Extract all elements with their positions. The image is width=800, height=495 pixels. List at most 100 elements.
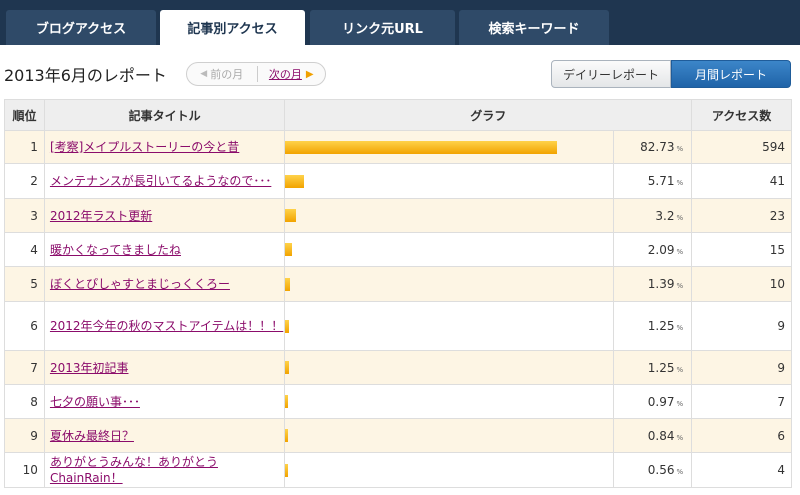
- percent-cell: 1.25%: [613, 301, 693, 351]
- bar-cell: [284, 266, 615, 302]
- tab-referrer-url[interactable]: リンク元URL: [310, 10, 455, 45]
- header-title: 記事タイトル: [43, 99, 286, 131]
- access-bar: [285, 174, 305, 188]
- percent-value: 5.71: [647, 174, 675, 188]
- bar-cell: [284, 232, 615, 267]
- page-title: 2013年6月のレポート: [4, 66, 167, 85]
- header-access: アクセス数: [691, 99, 792, 131]
- article-link[interactable]: 2012年ラスト更新: [49, 208, 153, 223]
- bar-cell: [284, 350, 615, 385]
- table-header-row: 順位 記事タイトル グラフ アクセス数: [4, 99, 792, 131]
- access-bar: [285, 277, 291, 291]
- prev-month-button: ◀ 前の月: [187, 66, 257, 82]
- percent-unit: %: [676, 179, 684, 187]
- article-link[interactable]: ありがとうみんな！ありがとうChainRain！: [49, 455, 218, 485]
- access-count-cell: 10: [691, 266, 792, 302]
- article-link[interactable]: 七夕の願い事･･･: [49, 394, 140, 409]
- percent-value: 1.25: [647, 360, 675, 375]
- access-bar: [285, 140, 558, 154]
- percent-cell: 5.71%: [613, 163, 693, 199]
- month-navigator: ◀ 前の月 次の月 ▶: [186, 62, 326, 86]
- percent-cell: 2.09%: [613, 232, 693, 267]
- access-count-cell: 15: [691, 232, 792, 267]
- percent-unit: %: [676, 433, 684, 442]
- rank-cell: 6: [4, 301, 45, 351]
- article-link[interactable]: ぼくとぴしゃすとまじっくくろー: [49, 277, 230, 291]
- title-cell: 夏休み最終日？: [43, 418, 286, 453]
- percent-value: 2.09: [647, 242, 675, 257]
- access-bar: [285, 361, 290, 374]
- percent-cell: 1.39%: [613, 266, 693, 302]
- table-row: 4 暖かくなってきましたね 2.09% 15: [4, 232, 792, 267]
- percent-unit: %: [676, 247, 684, 256]
- rank-cell: 9: [4, 418, 45, 453]
- table-row: 7 2013年初記事 1.25% 9: [4, 350, 792, 385]
- daily-report-button[interactable]: デイリーレポート: [551, 60, 671, 88]
- access-count-cell: 9: [691, 350, 792, 385]
- monthly-report-button[interactable]: 月間レポート: [671, 60, 791, 88]
- tab-article-access[interactable]: 記事別アクセス: [160, 10, 305, 45]
- article-link[interactable]: 暖かくなってきましたね: [49, 242, 181, 257]
- percent-value: 0.56: [647, 463, 675, 477]
- percent-unit: %: [676, 468, 684, 476]
- percent-cell: 3.2%: [613, 198, 693, 233]
- access-count-cell: 4: [691, 452, 792, 488]
- access-bar: [285, 463, 289, 477]
- access-count-cell: 23: [691, 198, 792, 233]
- rank-cell: 1: [4, 130, 45, 164]
- article-access-table: 順位 記事タイトル グラフ アクセス数 1 [考察]メイプルストーリーの今と昔 82…: [4, 99, 792, 488]
- tab-search-keywords[interactable]: 検索キーワード: [459, 10, 609, 45]
- next-month-button[interactable]: 次の月 ▶: [258, 66, 326, 82]
- title-cell: ぼくとぴしゃすとまじっくくろー: [43, 266, 286, 302]
- chevron-left-icon: ◀: [200, 69, 208, 79]
- access-count-cell: 6: [691, 418, 792, 453]
- title-cell: メンテナンスが長引いてるようなので･･･: [43, 163, 286, 199]
- access-count-cell: 7: [691, 384, 792, 419]
- table-row: 8 七夕の願い事･･･ 0.97% 7: [4, 384, 792, 419]
- tab-blog-access[interactable]: ブログアクセス: [6, 10, 156, 45]
- title-cell: [考察]メイプルストーリーの今と昔: [43, 130, 286, 164]
- access-bar: [285, 395, 289, 408]
- tab-bar: ブログアクセス 記事別アクセス リンク元URL 検索キーワード: [0, 0, 800, 45]
- article-link[interactable]: 夏休み最終日？: [49, 428, 134, 443]
- divider: [256, 66, 258, 82]
- percent-unit: %: [676, 282, 684, 290]
- rank-cell: 3: [4, 198, 45, 233]
- prev-month-label: 前の月: [210, 68, 244, 81]
- percent-cell: 0.97%: [613, 384, 693, 419]
- article-link[interactable]: 2013年初記事: [49, 360, 129, 375]
- percent-cell: 0.56%: [613, 452, 693, 488]
- percent-value: 3.2: [655, 208, 675, 223]
- table-row: 9 夏休み最終日？ 0.84% 6: [4, 418, 792, 453]
- article-link[interactable]: [考察]メイプルストーリーの今と昔: [49, 140, 240, 154]
- title-cell: 2012年今年の秋のマストアイテムは！！！: [43, 301, 286, 351]
- article-link[interactable]: 2012年今年の秋のマストアイテムは！！！: [49, 319, 284, 333]
- header-graph: グラフ: [284, 99, 693, 131]
- percent-value: 0.84: [647, 428, 675, 443]
- percent-value: 82.73: [640, 140, 675, 154]
- rank-cell: 2: [4, 163, 45, 199]
- table-row: 5 ぼくとぴしゃすとまじっくくろー 1.39% 10: [4, 266, 792, 302]
- percent-value: 1.25: [647, 319, 675, 333]
- table-row: 6 2012年今年の秋のマストアイテムは！！！ 1.25% 9: [4, 301, 792, 351]
- table-row: 1 [考察]メイプルストーリーの今と昔 82.73% 594: [4, 130, 792, 164]
- access-count-cell: 9: [691, 301, 792, 351]
- next-month-label[interactable]: 次の月: [268, 68, 302, 81]
- bar-cell: [284, 301, 615, 351]
- percent-unit: %: [676, 213, 684, 222]
- rank-cell: 7: [4, 350, 45, 385]
- bar-cell: [284, 130, 615, 164]
- percent-cell: 82.73%: [613, 130, 693, 164]
- access-bar: [285, 429, 289, 442]
- article-link[interactable]: メンテナンスが長引いてるようなので･･･: [49, 174, 272, 188]
- percent-value: 0.97: [647, 394, 675, 409]
- percent-cell: 1.25%: [613, 350, 693, 385]
- rank-cell: 5: [4, 266, 45, 302]
- title-cell: 2012年ラスト更新: [43, 198, 286, 233]
- access-count-cell: 41: [691, 163, 792, 199]
- percent-unit: %: [676, 365, 684, 374]
- table-row: 10 ありがとうみんな！ありがとうChainRain！ 0.56% 4: [4, 452, 792, 488]
- bar-cell: [284, 452, 615, 488]
- percent-cell: 0.84%: [613, 418, 693, 453]
- chevron-right-icon: ▶: [305, 68, 314, 80]
